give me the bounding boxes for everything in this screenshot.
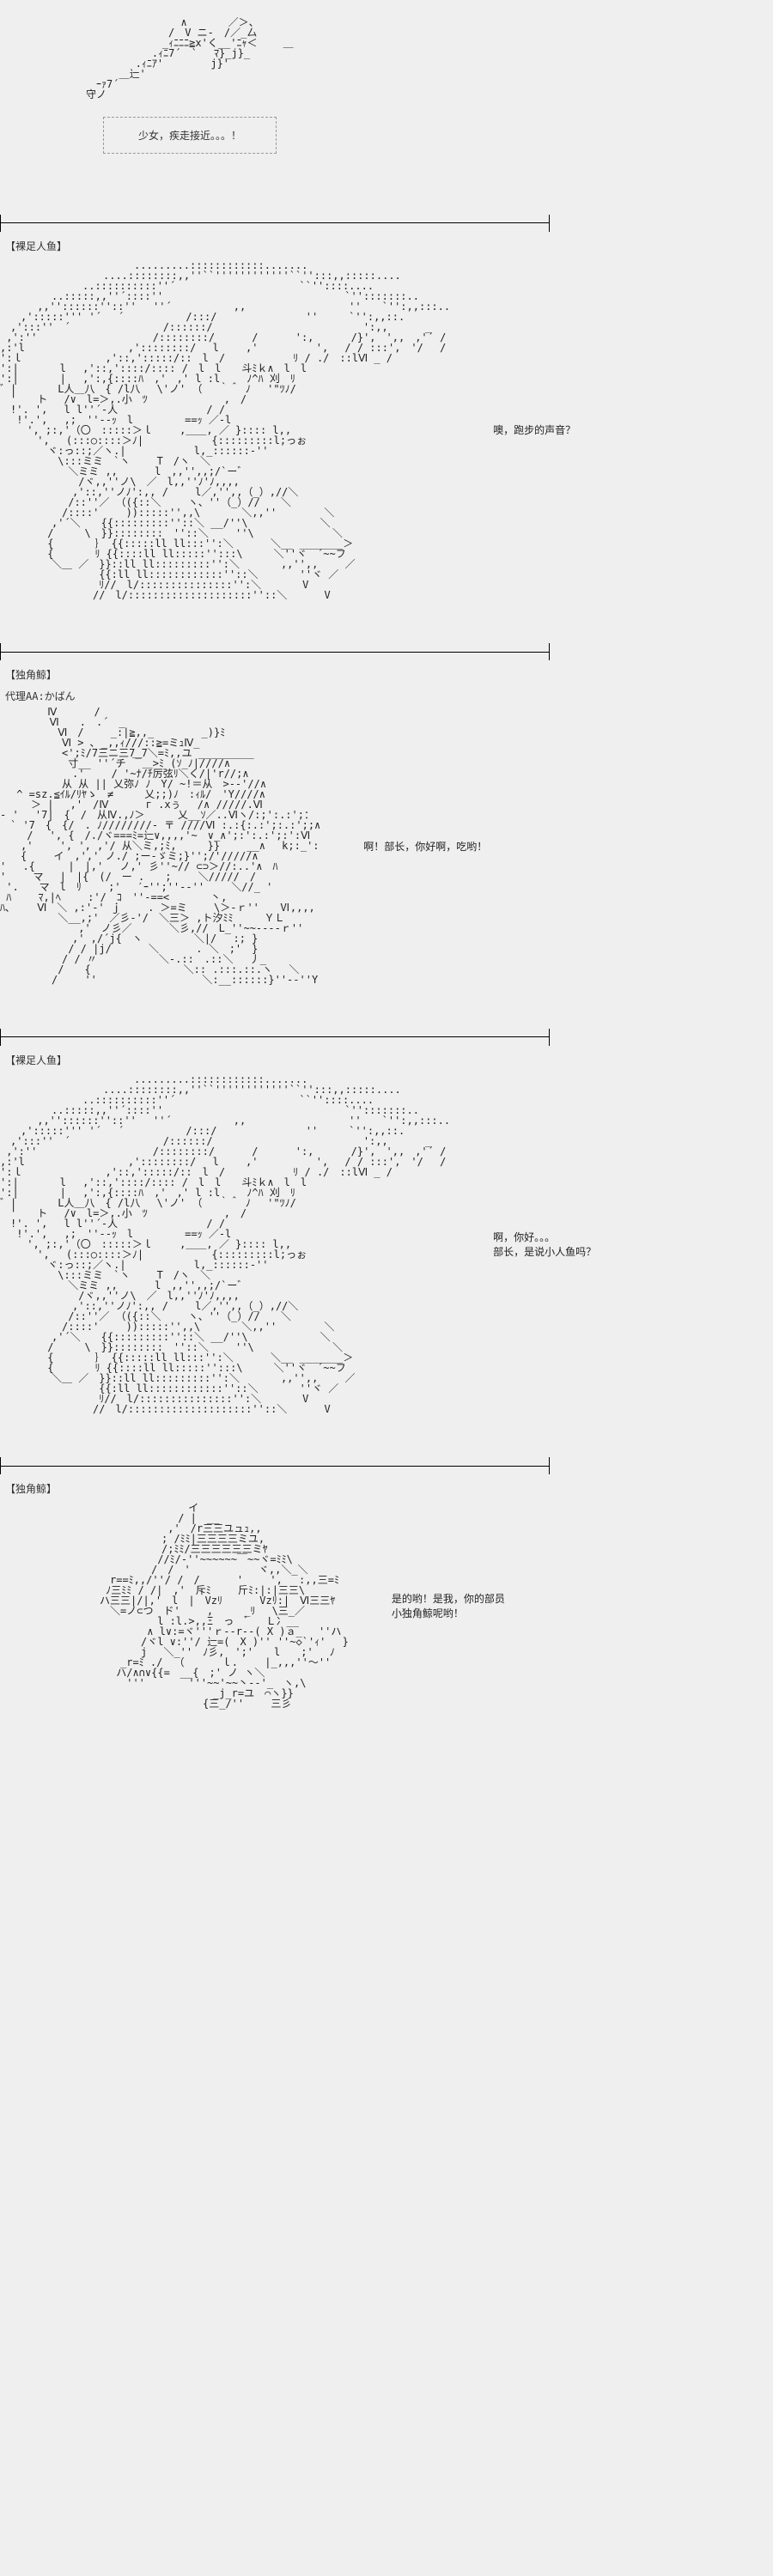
divider-1 xyxy=(0,214,773,232)
divider-4 xyxy=(0,1457,773,1475)
panel2-art: Ⅳ / Ⅵ . .´ _ Ⅵ / _:|≧,,_ _)}ﾐ Ⅵ > ､ _,,ｨ… xyxy=(0,707,320,985)
intro-art: ∧ ／＞、 / V ニ- /／_厶 _ｨﾆﾆﾆ≧x'く__'ﾆｬ＜ .ｨﾆ7´ … xyxy=(86,17,773,100)
panel4-label: 【独角鲸】 xyxy=(5,1481,773,1496)
divider-2 xyxy=(0,643,773,661)
panel4-dialogue: 是的哟！是我，你的部员 小独角鲸呢哟！ xyxy=(392,1591,505,1620)
panel1-label: 【裸足人鱼】 xyxy=(5,239,773,253)
panel3-dialogue: 啊，你好。。。 部长，是说小人鱼吗？ xyxy=(493,1230,596,1259)
panel3-art: .........::::::::::::....... ....:::::::… xyxy=(0,1074,450,1414)
panel-1: 【裸足人鱼】 .........::::::::::::....... ....… xyxy=(0,239,773,600)
divider-3 xyxy=(0,1028,773,1046)
panel-2: 【独角鲸】 代理AA:かばん Ⅳ / Ⅵ . .´ _ Ⅵ / _:|≧,,_ … xyxy=(0,667,773,985)
panel-4: 【独角鲸】 イ / | __ ,' /r三三ユュｭ,, ; /ﾐﾐ|三三三三ミユ… xyxy=(0,1481,773,1709)
intro-caption: 少女，疾走接近。。。！ xyxy=(103,117,277,154)
panel2-sublabel: 代理AA:かばん xyxy=(5,689,773,703)
panel-3: 【裸足人鱼】 .........::::::::::::....... ....… xyxy=(0,1053,773,1414)
panel4-art: イ / | __ ,' /r三三ユュｭ,, ; /ﾐﾐ|三三三三ミユ, /;ﾐﾐ… xyxy=(69,1503,349,1709)
panel1-art: .........::::::::::::....... ....:::::::… xyxy=(0,260,450,600)
panel3-label: 【裸足人鱼】 xyxy=(5,1053,773,1067)
panel1-dialogue: 噢，跑步的声音？ xyxy=(493,422,575,437)
panel-intro: ∧ ／＞、 / V ニ- /／_厶 _ｨﾆﾆﾆ≧x'く__'ﾆｬ＜ .ｨﾆ7´ … xyxy=(0,17,773,171)
panel2-label: 【独角鲸】 xyxy=(5,667,773,682)
panel2-dialogue: 啊！部长，你好啊，吃哟！ xyxy=(363,839,487,854)
